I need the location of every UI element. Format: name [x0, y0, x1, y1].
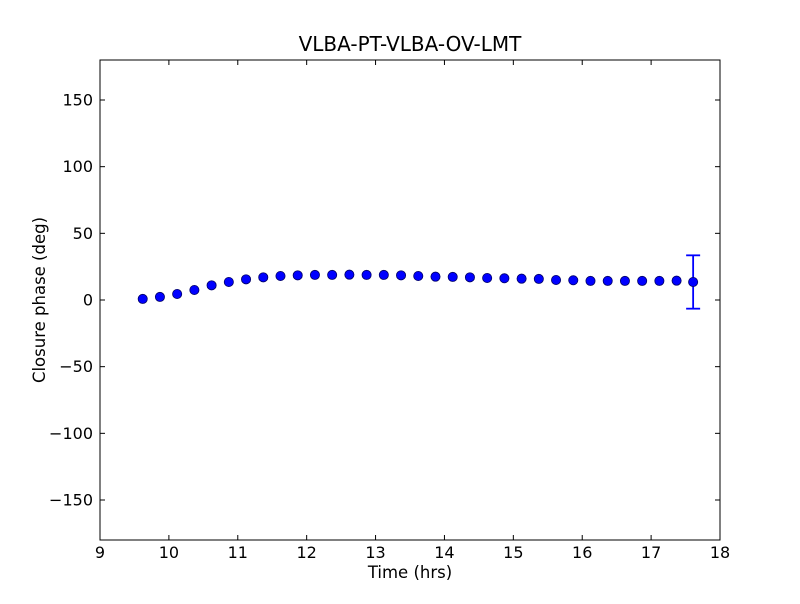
y-tick-label: 150 [62, 91, 93, 110]
data-point [516, 273, 527, 284]
y-tick-label: 0 [83, 291, 93, 310]
data-point [671, 275, 682, 286]
data-point [275, 270, 286, 281]
data-point [361, 269, 372, 280]
data-point [464, 272, 475, 283]
data-point [154, 291, 165, 302]
y-tick-label: −50 [59, 357, 93, 376]
data-point [223, 276, 234, 287]
data-point [292, 270, 303, 281]
data-point [551, 274, 562, 285]
x-tick-label: 14 [434, 543, 454, 562]
data-point [137, 293, 148, 304]
plot-border [99, 59, 721, 541]
x-tick-label: 17 [641, 543, 661, 562]
data-layer [137, 254, 701, 310]
data-point [568, 275, 579, 286]
data-point [533, 273, 544, 284]
data-point [172, 288, 183, 299]
data-point [482, 272, 493, 283]
data-point [189, 284, 200, 295]
data-point [206, 280, 217, 291]
x-tick-label: 12 [296, 543, 316, 562]
data-point [327, 269, 338, 280]
data-point [396, 270, 407, 281]
data-point [637, 275, 648, 286]
data-point [258, 272, 269, 283]
data-point [447, 271, 458, 282]
x-axis-label: Time (hrs) [367, 563, 452, 582]
data-point [585, 275, 596, 286]
y-tick-label: 50 [73, 224, 93, 243]
data-point [654, 275, 665, 286]
x-tick-label: 9 [95, 543, 105, 562]
data-point [413, 270, 424, 281]
axis-ticks: 9 10 11 12 13 14 15 16 17 18 −150 −100 −50 0 50 100 150 [49, 60, 730, 562]
y-tick-label: 100 [62, 157, 93, 176]
chart-title: VLBA-PT-VLBA-OV-LMT [299, 32, 523, 56]
data-point [378, 269, 389, 280]
x-tick-label: 18 [710, 543, 730, 562]
data-point [499, 273, 510, 284]
data-point [241, 274, 252, 285]
data-point [619, 275, 630, 286]
data-point [309, 269, 320, 280]
y-tick-label: −150 [49, 491, 93, 510]
data-point [430, 271, 441, 282]
data-point [688, 276, 699, 287]
x-tick-label: 13 [365, 543, 385, 562]
data-point [344, 269, 355, 280]
x-tick-label: 11 [228, 543, 248, 562]
x-tick-label: 10 [159, 543, 179, 562]
data-point [602, 275, 613, 286]
y-tick-label: −100 [49, 424, 93, 443]
x-tick-label: 16 [572, 543, 592, 562]
x-tick-label: 15 [503, 543, 523, 562]
y-axis-label: Closure phase (deg) [30, 217, 49, 383]
